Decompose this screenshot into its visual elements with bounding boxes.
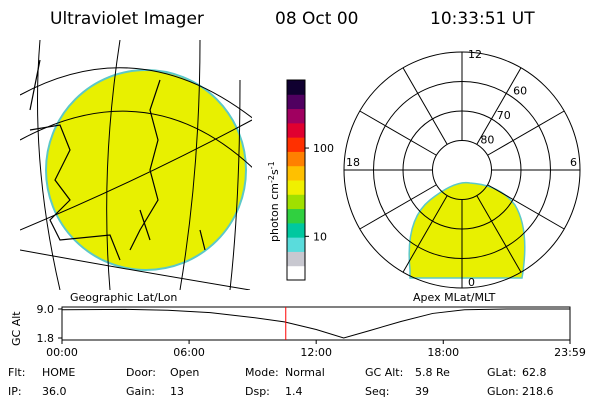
color-step xyxy=(287,137,305,152)
color-step xyxy=(287,80,305,95)
mlt-spoke xyxy=(359,184,437,230)
field-label: GLon: xyxy=(487,385,519,398)
mlt-spoke xyxy=(402,67,448,145)
altitude-line xyxy=(61,308,570,339)
x-tick-label: 23:59 xyxy=(554,346,586,359)
auroral-image xyxy=(408,181,526,279)
mlt-label: 6 xyxy=(570,156,577,169)
color-step xyxy=(287,151,305,167)
ring-label: 80 xyxy=(480,133,494,146)
color-step xyxy=(287,208,305,224)
time: 10:33:51 UT xyxy=(430,9,535,29)
colorbar-label: 10 xyxy=(313,230,327,243)
timeline: GC Alt 9.0 1.800:00 06:00 12:00 18:00 23:59 xyxy=(10,303,586,359)
title: Ultraviolet Imager xyxy=(50,9,204,29)
footer: Flt: HOME Door: Open Mode: Normal GC Alt: 5.8 R… xyxy=(8,366,554,398)
color-step xyxy=(287,108,305,124)
mlt-spoke xyxy=(487,184,565,230)
colorbar: 10 100 photon cm-2s-1 xyxy=(267,79,334,281)
field-label: GLat: xyxy=(487,366,516,379)
color-step xyxy=(287,122,305,138)
unit-part: -2 xyxy=(267,175,276,183)
field-value: 62.8 xyxy=(522,366,547,379)
x-tick-label: 12:00 xyxy=(300,346,332,359)
field-value: 36.0 xyxy=(42,385,67,398)
color-step xyxy=(287,265,305,281)
field-value: 39 xyxy=(415,385,429,398)
field-value: 1.4 xyxy=(285,385,303,398)
color-step xyxy=(287,165,305,181)
map-label: Apex MLat/MLT xyxy=(413,291,496,304)
timeline-label: GC Alt xyxy=(10,311,23,346)
x-tick-label: 06:00 xyxy=(173,346,205,359)
field-label: Flt: xyxy=(8,366,25,379)
unit-part: photon cm xyxy=(268,183,281,242)
field-value: HOME xyxy=(42,366,75,379)
unit-part: -1 xyxy=(267,161,276,169)
mlt-label: 12 xyxy=(468,48,482,61)
field-value: 13 xyxy=(170,385,184,398)
field-label: Door: xyxy=(126,366,156,379)
color-step xyxy=(287,194,305,210)
color-step xyxy=(287,94,305,110)
mlt-spoke xyxy=(476,195,522,273)
field-value: Open xyxy=(170,366,199,379)
unit-part: s xyxy=(268,169,281,175)
y-tick-label: 1.8 xyxy=(37,332,55,345)
color-step xyxy=(287,222,305,238)
date: 08 Oct 00 xyxy=(275,9,358,29)
mlt-label: 18 xyxy=(346,156,360,169)
timeline-frame xyxy=(61,306,571,341)
field-label: Seq: xyxy=(365,385,389,398)
colorbar-unit: photon cm-2s-1 xyxy=(267,161,281,242)
field-value: 5.8 Re xyxy=(415,366,450,379)
x-tick-label: 00:00 xyxy=(46,346,78,359)
mlt-spoke xyxy=(487,110,565,156)
lat-line xyxy=(20,67,252,231)
mlt-spoke xyxy=(402,195,448,273)
image-disk xyxy=(45,69,247,271)
field-label: Gain: xyxy=(126,385,155,398)
mlt-label: 0 xyxy=(468,276,475,289)
color-step xyxy=(287,237,305,252)
lon-line xyxy=(20,40,251,290)
color-step xyxy=(287,251,305,267)
ring-label: 70 xyxy=(497,109,511,122)
ring-label: 60 xyxy=(513,84,527,97)
coastline xyxy=(29,59,206,261)
geo-map xyxy=(20,40,252,290)
field-label: GC Alt: xyxy=(365,366,403,379)
mlt-spoke xyxy=(476,67,522,145)
mlt-spoke xyxy=(359,110,437,156)
field-value: Normal xyxy=(285,366,325,379)
field-label: IP: xyxy=(8,385,22,398)
colorbar-label: 100 xyxy=(313,142,334,155)
field-label: Dsp: xyxy=(245,385,270,398)
field-label: Mode: xyxy=(245,366,279,379)
x-tick-label: 18:00 xyxy=(427,346,459,359)
colorbar-frame xyxy=(286,79,306,281)
y-tick-label: 9.0 xyxy=(37,303,55,316)
field-value: 218.6 xyxy=(522,385,554,398)
map-label: Geographic Lat/Lon xyxy=(70,291,177,304)
color-step xyxy=(287,180,305,195)
